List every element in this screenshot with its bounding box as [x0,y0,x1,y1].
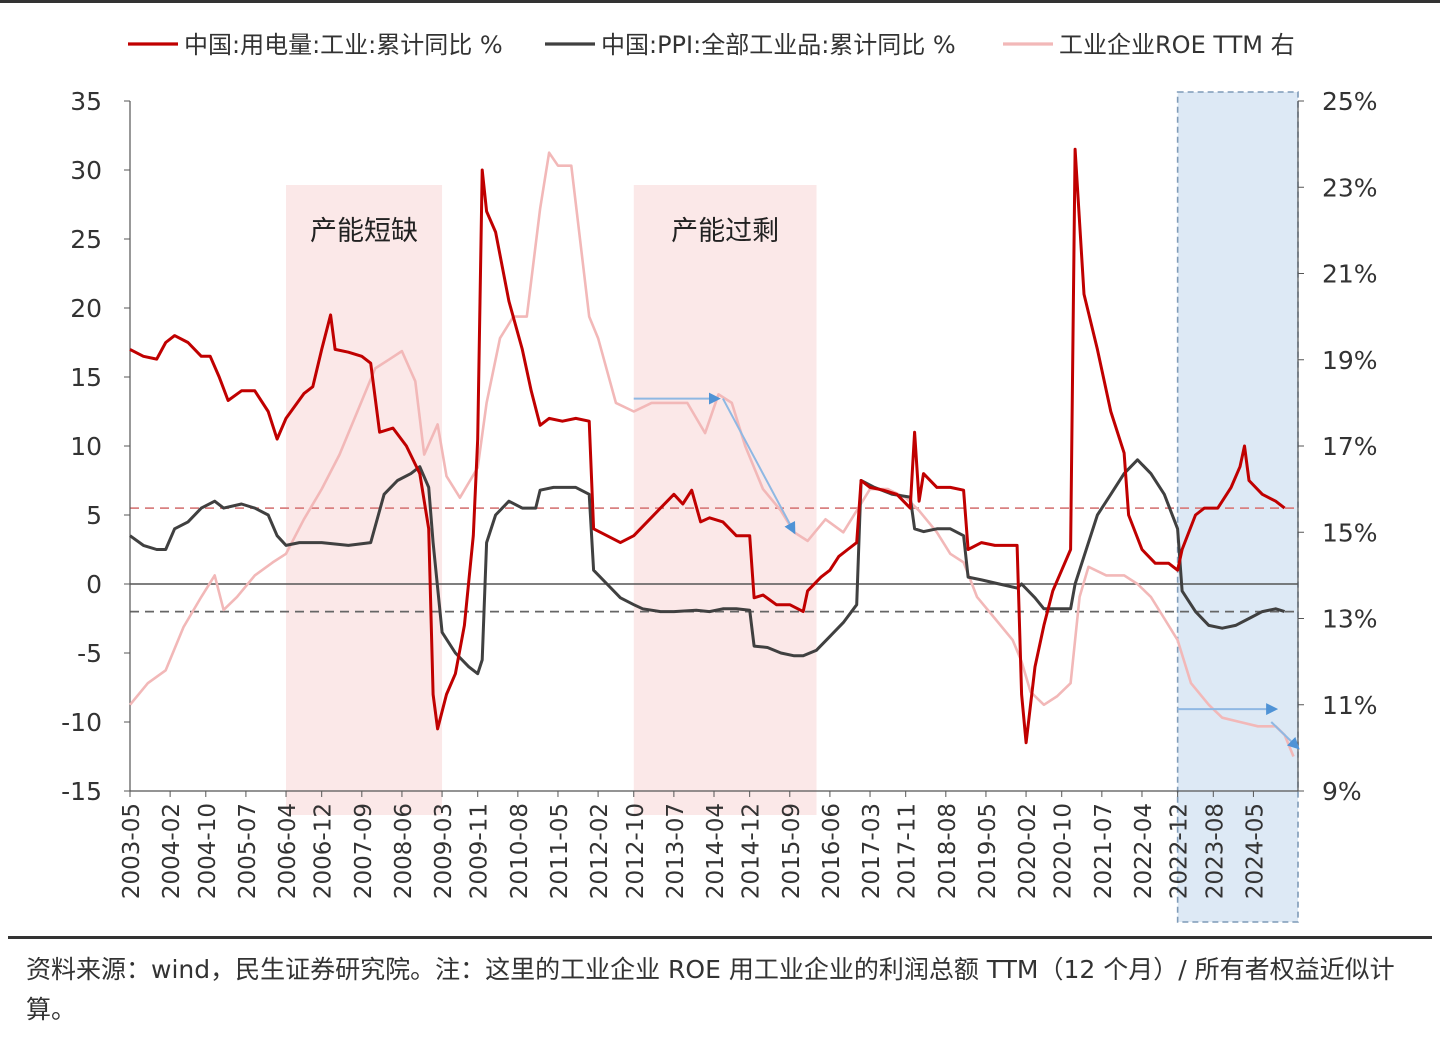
x-tick-label: 2009-11 [467,803,493,899]
x-tick-label: 2023-08 [1202,803,1228,899]
x-tick-label: 2008-06 [391,803,417,899]
trend-arrow-1 [722,398,796,535]
x-tick-label: 2012-10 [623,803,649,899]
series-line-0 [129,147,1286,745]
legend-label-0: 中国:用电量:工业:累计同比 % [184,31,503,59]
left-tick-label: 25 [70,225,102,254]
x-tick-label: 2021-07 [1091,803,1117,899]
source-note: 资料来源：wind，民生证券研究院。注：这里的工业企业 ROE 用工业企业的利润… [26,955,1395,1024]
x-tick-label: 2022-12 [1167,803,1193,899]
region-label: 产能短缺 [310,216,418,247]
x-tick-label: 2020-02 [1015,803,1041,899]
x-tick-label: 2012-02 [587,803,613,899]
x-axis-ticks: 2003-05 2004-02 2004-10 2005-07 2006-04 2006-… [119,791,1268,899]
x-tick-label: 2004-10 [195,803,221,899]
x-tick-label: 2014-12 [739,803,765,899]
x-tick-label: 2013-07 [663,803,689,899]
legend-label-2: 工业企业ROE TTM 右 [1059,31,1295,59]
annotation-arrows [633,392,1300,750]
x-tick-label: 2015-09 [779,803,805,899]
shaded-regions: 产能短缺 产能过剩 [286,91,1299,923]
x-tick-label: 2014-04 [703,803,729,899]
left-tick-label: 0 [86,570,102,599]
x-tick-label: 2003-05 [119,803,145,899]
right-y-axis-ticks: 25% 23% 21% 19% 17% 15% 13% 11% 9% [1298,87,1378,806]
left-tick-label: -15 [61,777,102,806]
x-tick-label: 2018-08 [935,803,961,899]
x-tick-label: 2022-04 [1131,803,1157,899]
x-tick-label: 2017-03 [859,803,885,899]
shaded-region-1 [633,185,817,815]
x-tick-label: 2006-12 [311,803,337,899]
right-tick-label: 19% [1322,346,1378,375]
left-tick-label: -10 [61,708,102,737]
region-label: 产能过剩 [671,216,779,247]
right-tick-label: 17% [1322,432,1378,461]
top-rule [0,0,1440,3]
right-tick-label: 13% [1322,605,1378,634]
highlight-region-2 [1176,91,1299,923]
right-tick-label: 15% [1322,518,1378,547]
line-chart: 产能短缺 产能过剩 35 30 25 20 15 10 5 0 -5 -10 -15 25% 23% 21… [61,31,1378,923]
series-line-1 [129,458,1286,676]
trend-arrow-3 [1270,721,1300,750]
left-tick-label: 15 [70,363,102,392]
legend-label-1: 中国:PPI:全部工业品:累计同比 % [601,31,956,59]
left-tick-label: 35 [70,87,102,116]
right-tick-label: 25% [1322,87,1378,116]
right-tick-label: 11% [1322,691,1378,720]
x-tick-label: 2004-02 [159,803,185,899]
left-tick-label: 20 [70,294,102,323]
x-tick-label: 2016-06 [819,803,845,899]
left-tick-label: 30 [70,156,102,185]
shaded-region-0 [286,185,443,815]
x-tick-label: 2010-08 [507,803,533,899]
left-tick-label: 5 [86,501,102,530]
bottom-rule [8,936,1432,939]
right-tick-label: 21% [1322,260,1378,289]
left-y-axis-ticks: 35 30 25 20 15 10 5 0 -5 -10 -15 [61,87,130,806]
x-tick-label: 2017-11 [895,803,921,899]
x-tick-label: 2011-05 [547,803,573,899]
x-tick-label: 2006-04 [275,803,301,899]
x-tick-label: 2019-05 [975,803,1001,899]
x-tick-label: 2020-10 [1051,803,1077,899]
x-tick-label: 2005-07 [235,803,261,899]
right-tick-label: 9% [1322,777,1362,806]
x-tick-label: 2009-03 [431,803,457,899]
x-tick-label: 2007-09 [351,803,377,899]
left-tick-label: -5 [77,639,102,668]
chart-legend: 中国:用电量:工业:累计同比 % 中国:PPI:全部工业品:累计同比 % 工业企业R… [128,31,1295,59]
x-tick-label: 2024-05 [1242,803,1268,899]
right-tick-label: 23% [1322,173,1378,202]
reference-lines [130,507,1298,613]
left-tick-label: 10 [70,432,102,461]
